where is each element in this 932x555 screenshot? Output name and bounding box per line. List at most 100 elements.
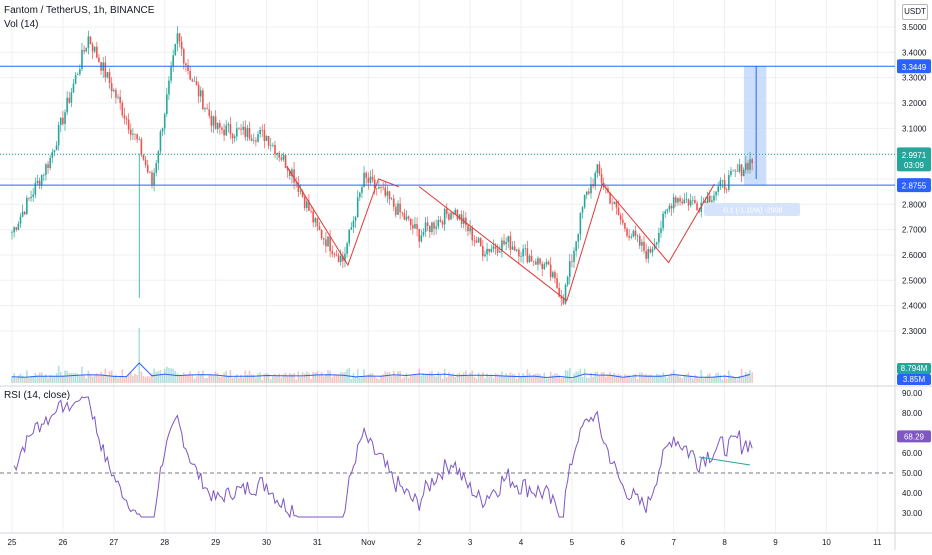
candle-body bbox=[274, 144, 276, 155]
volume-bar bbox=[414, 375, 416, 383]
candle-body bbox=[632, 230, 635, 237]
candle-body bbox=[638, 235, 641, 246]
candle-body bbox=[513, 246, 516, 251]
candle-body bbox=[641, 241, 643, 246]
volume-bar bbox=[456, 373, 459, 383]
volume-bar bbox=[303, 373, 306, 383]
volume-bar bbox=[749, 370, 751, 383]
volume-bar bbox=[91, 376, 94, 383]
candle-body bbox=[535, 261, 537, 265]
candle-body bbox=[93, 46, 96, 52]
volume-bar bbox=[683, 374, 686, 383]
rsi-axis-tick: 50.00 bbox=[902, 469, 923, 478]
volume-bar bbox=[532, 374, 535, 383]
volume-bar bbox=[708, 373, 711, 383]
volume-bar bbox=[738, 376, 741, 383]
volume-bar bbox=[151, 373, 153, 383]
candle-body bbox=[649, 249, 652, 253]
volume-bar bbox=[255, 377, 257, 383]
candle-body bbox=[325, 239, 327, 247]
candle-body bbox=[11, 232, 13, 233]
candle-body bbox=[185, 63, 187, 66]
volume-bar bbox=[36, 375, 39, 383]
candle-body bbox=[161, 128, 164, 132]
volume-bar bbox=[57, 365, 60, 383]
candle-body bbox=[83, 50, 85, 52]
candle-body bbox=[361, 187, 363, 193]
candle-body bbox=[136, 134, 138, 140]
price-axis-tick: 3.1000 bbox=[902, 124, 927, 133]
volume-bar bbox=[613, 373, 616, 383]
volume-bar bbox=[696, 375, 698, 383]
volume-bar bbox=[702, 378, 705, 383]
volume-bar bbox=[136, 374, 138, 383]
volume-bar bbox=[492, 378, 495, 383]
volume-bar bbox=[388, 371, 391, 383]
volume-bar bbox=[76, 373, 79, 383]
candle-body bbox=[571, 261, 573, 262]
volume-bar bbox=[178, 374, 181, 383]
time-axis-tick: Nov bbox=[361, 538, 375, 547]
volume-bar bbox=[691, 378, 694, 383]
candle-body bbox=[142, 155, 145, 160]
volume-bar bbox=[498, 374, 501, 383]
time-axis-tick: 31 bbox=[313, 538, 322, 547]
volume-bar bbox=[295, 379, 297, 383]
volume-bar bbox=[34, 372, 37, 383]
candle-body bbox=[242, 126, 244, 130]
candle-body bbox=[172, 55, 174, 67]
volume-bar bbox=[392, 370, 395, 383]
candle-body bbox=[375, 188, 378, 189]
candle-body bbox=[333, 253, 336, 255]
volume-bar bbox=[740, 368, 743, 383]
candle-body bbox=[225, 125, 228, 136]
time-axis-tick: 30 bbox=[262, 538, 271, 547]
volume-bar bbox=[216, 373, 219, 383]
candle-body bbox=[57, 125, 60, 146]
volume-bar bbox=[522, 373, 524, 383]
candle-body bbox=[176, 33, 179, 44]
volume-bar bbox=[594, 371, 597, 383]
rsi-value-tag bbox=[897, 430, 931, 443]
candle-body bbox=[401, 212, 404, 214]
candle-body bbox=[286, 168, 289, 171]
candle-body bbox=[204, 108, 206, 110]
candle-body bbox=[369, 176, 372, 183]
volume-bar bbox=[573, 373, 575, 383]
volume-bar bbox=[422, 373, 425, 383]
candle-body bbox=[305, 201, 308, 208]
candle-body bbox=[125, 118, 128, 120]
candle-body bbox=[350, 227, 353, 230]
candle-body bbox=[732, 170, 734, 172]
volume-bar bbox=[465, 370, 467, 383]
candle-body bbox=[55, 145, 58, 151]
candle-body bbox=[520, 256, 522, 258]
candle-body bbox=[89, 36, 92, 45]
price-axis-tick: 3.5000 bbox=[902, 23, 927, 32]
candle-body bbox=[238, 128, 240, 129]
candle-body bbox=[541, 263, 544, 269]
candle-body bbox=[170, 66, 172, 81]
candle-body bbox=[564, 284, 567, 304]
volume-bar bbox=[15, 377, 18, 383]
candle-body bbox=[352, 220, 355, 228]
currency-unit-button[interactable]: USDT bbox=[902, 4, 928, 20]
candle-body bbox=[598, 164, 601, 175]
volume-bar bbox=[87, 370, 90, 383]
candle-body bbox=[399, 203, 401, 213]
volume-bar bbox=[314, 372, 317, 383]
volume-bar bbox=[267, 373, 270, 383]
volume-bar bbox=[505, 373, 507, 383]
volume-bar bbox=[655, 373, 658, 383]
candle-body bbox=[96, 46, 98, 58]
volume-bar bbox=[119, 377, 121, 383]
candle-body bbox=[426, 222, 429, 226]
volume-bar bbox=[399, 371, 401, 383]
volume-bar bbox=[83, 374, 85, 383]
volume-bar bbox=[649, 374, 652, 383]
candle-body bbox=[23, 211, 26, 215]
volume-bar bbox=[670, 373, 673, 383]
volume-bar bbox=[40, 372, 43, 383]
